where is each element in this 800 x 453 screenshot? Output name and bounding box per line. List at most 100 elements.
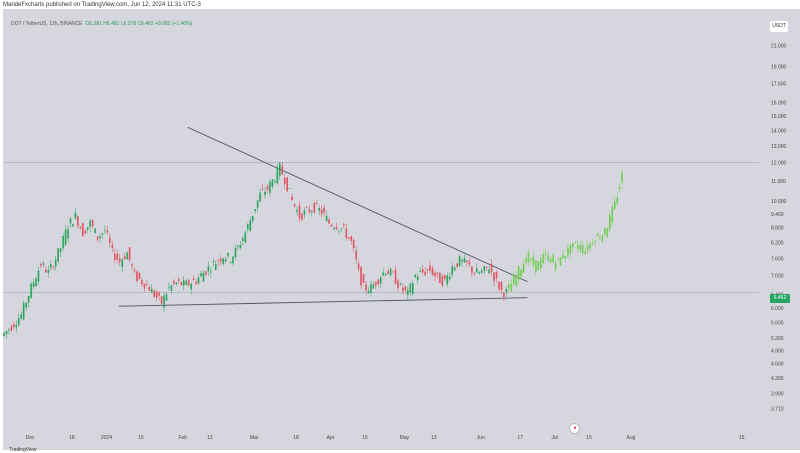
candle-body — [377, 279, 380, 284]
tradingview-logo-icon: TradingView — [9, 447, 37, 453]
candle-body — [37, 270, 40, 282]
candle-body — [367, 290, 370, 294]
candle-body — [500, 281, 503, 291]
candle-body — [64, 229, 67, 245]
ohlc-values: O6.381 H6.481 L6.378 C6.462 +0.082 (+1.4… — [85, 21, 193, 27]
candle-body — [503, 293, 505, 297]
candle-body — [621, 172, 623, 183]
chart-panel[interactable]: DOT / TetherUS, 12h, BINANCE O6.381 H6.48… — [3, 9, 800, 453]
candle-body — [106, 230, 109, 233]
candle-body — [57, 248, 59, 262]
candle-body — [404, 286, 407, 291]
x-tick-label: 2024 — [101, 435, 112, 441]
candle-body — [328, 219, 330, 224]
candle-body — [527, 252, 530, 262]
candle-body — [419, 271, 421, 272]
candle-body — [330, 224, 333, 227]
y-tick-label: 12.000 — [771, 161, 787, 167]
candle-body — [170, 285, 173, 291]
candle-body — [394, 269, 397, 285]
candle-body — [35, 278, 37, 287]
candle-body — [271, 179, 274, 187]
candle-body — [466, 260, 468, 263]
candle-body — [379, 277, 382, 284]
candle-body — [414, 274, 417, 278]
candle-body — [155, 291, 158, 298]
candle-body — [175, 282, 178, 285]
candle-body — [40, 264, 42, 266]
candle-body — [104, 230, 106, 231]
candle-body — [547, 255, 550, 261]
candle-body — [118, 258, 121, 262]
branding-label: TradingView — [9, 447, 37, 453]
candle-body — [485, 266, 488, 268]
candle-body — [315, 203, 318, 204]
candle-body — [618, 186, 621, 190]
x-tick-label: Feb — [178, 435, 187, 441]
candle-body — [537, 261, 540, 271]
candle-body — [264, 191, 266, 196]
candle-body — [608, 214, 611, 230]
candle-body — [586, 245, 589, 251]
candle-body — [261, 188, 264, 190]
candle-body — [79, 226, 82, 229]
y-tick-label: 10.000 — [771, 199, 787, 205]
candle-body — [269, 181, 271, 193]
candle-body — [195, 281, 197, 284]
candle-body — [589, 243, 591, 249]
candle-body — [508, 284, 510, 289]
y-tick-label: 13.000 — [771, 144, 787, 150]
candle-body — [311, 211, 313, 213]
candle-body — [434, 272, 436, 277]
candle-body — [182, 280, 185, 286]
candle-body — [168, 286, 170, 288]
candle-body — [259, 192, 261, 202]
candle-body — [441, 276, 444, 286]
candle-body — [74, 212, 77, 219]
candle-body — [392, 271, 394, 273]
currency-selector[interactable]: USDT — [770, 21, 788, 32]
candle-body — [229, 262, 232, 263]
candle-body — [246, 224, 249, 229]
candle-body — [30, 283, 32, 298]
trendline — [118, 297, 528, 307]
candle-body — [456, 263, 458, 267]
candle-body — [411, 283, 414, 295]
candle-body — [409, 283, 412, 293]
candle-body — [544, 253, 547, 255]
candle-body — [599, 238, 601, 240]
candle-body — [530, 258, 532, 260]
candle-body — [239, 245, 242, 249]
symbol-title: DOT / TetherUS, 12h, BINANCE — [11, 21, 83, 27]
candle-body — [562, 254, 564, 259]
candle-body — [594, 240, 596, 243]
candle-body — [138, 272, 141, 279]
candle-body — [45, 269, 47, 273]
y-tick-label: 15.000 — [771, 114, 787, 120]
candle-body — [212, 261, 215, 263]
candle-body — [222, 258, 224, 264]
y-tick-label: 11.000 — [771, 179, 786, 185]
candle-body — [554, 262, 557, 270]
candle-body — [96, 236, 99, 240]
candle-body — [266, 186, 269, 190]
candle-body — [453, 267, 456, 271]
candle-body — [114, 253, 116, 261]
current-price-tag: 6.462 — [770, 294, 790, 303]
candle-body — [27, 295, 30, 303]
candle-body — [200, 273, 202, 277]
symbol-legend[interactable]: DOT / TetherUS, 12h, BINANCE O6.381 H6.48… — [11, 21, 192, 27]
candle-body — [15, 325, 18, 328]
x-tick-label: Aug — [626, 435, 635, 441]
candle-body — [564, 256, 567, 259]
price-chart[interactable]: 3.710 3.990 4.300 4.600 4.900 5.200 5.600 6.000… — [3, 9, 800, 450]
go-to-realtime-icon[interactable]: ◂ — [569, 423, 580, 434]
candle-body — [217, 260, 220, 262]
candle-body — [431, 268, 434, 276]
candle-body — [5, 330, 8, 335]
x-tick-label: 15 — [739, 435, 745, 441]
candle-body — [91, 220, 94, 227]
candle-body — [89, 220, 91, 227]
candle-body — [512, 275, 515, 285]
candle-body — [421, 269, 424, 273]
